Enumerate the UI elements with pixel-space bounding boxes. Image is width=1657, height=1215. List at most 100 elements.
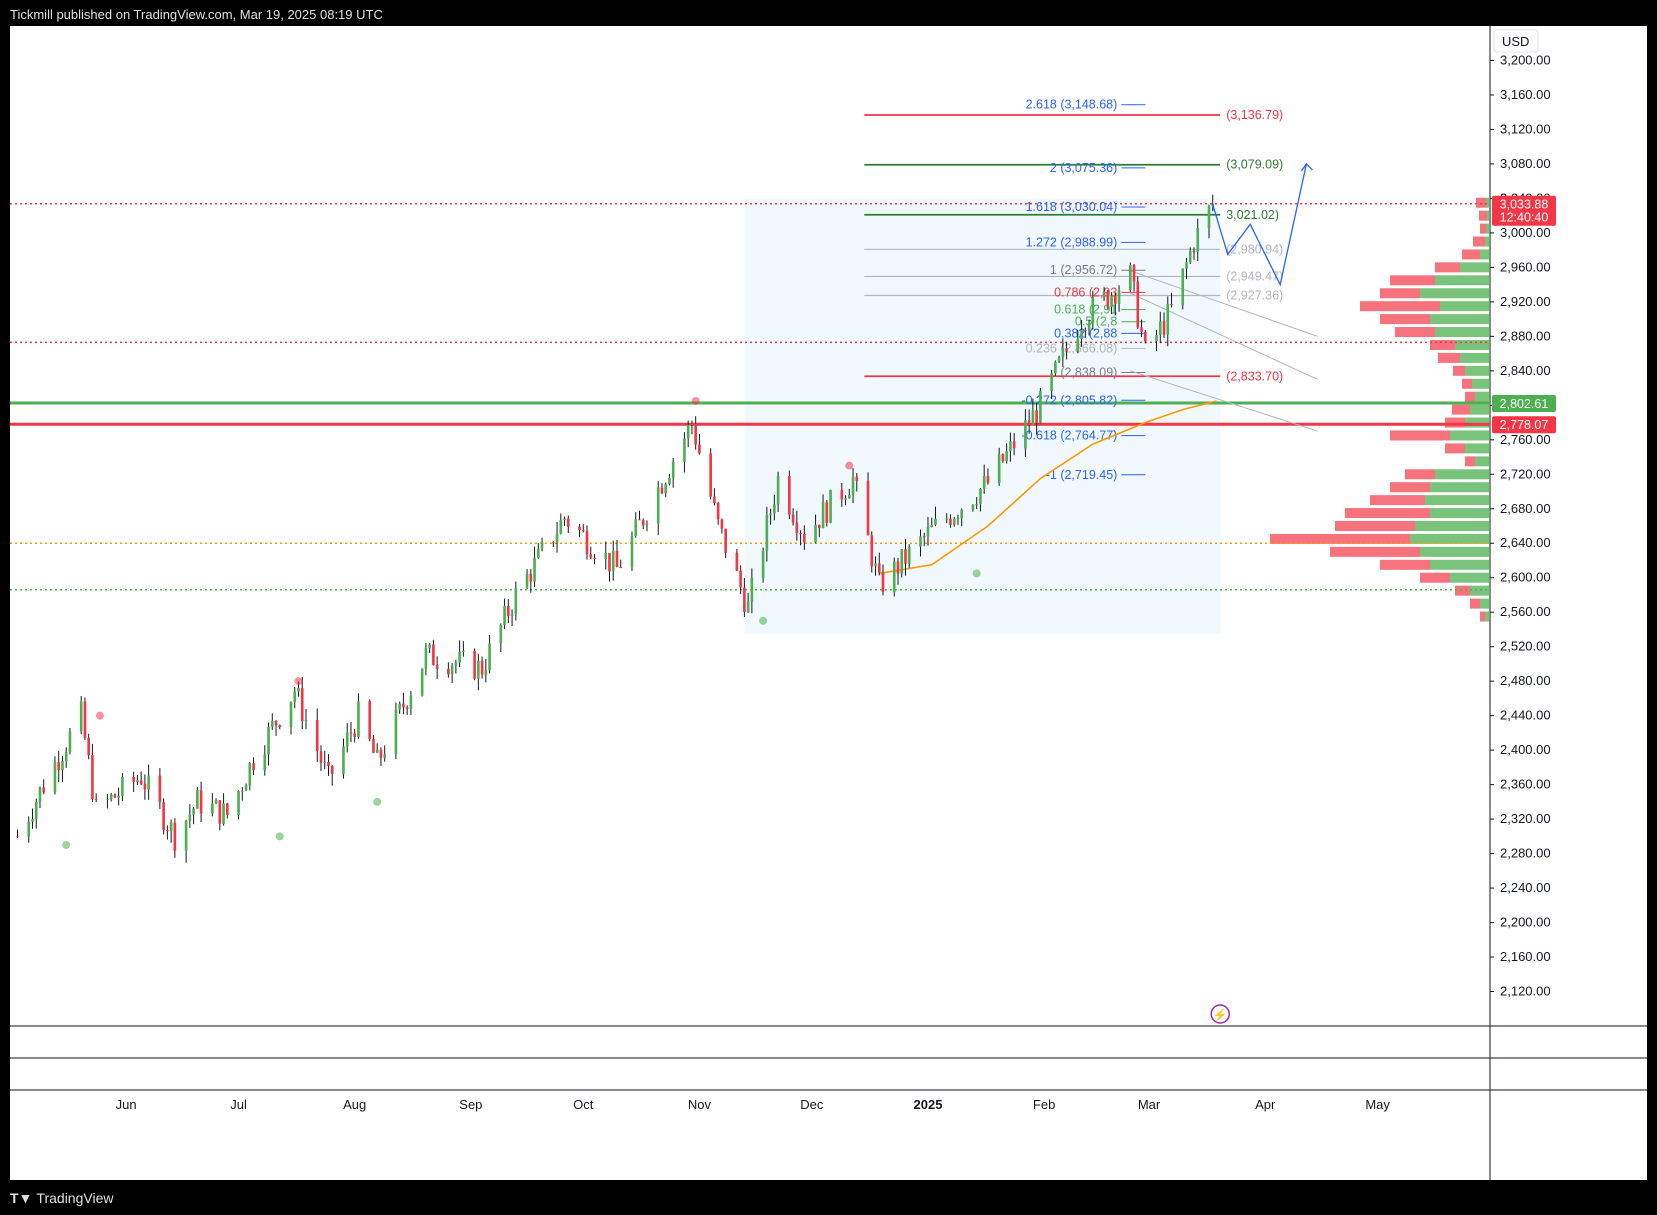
price-tag-label: 2,802.61 — [1500, 397, 1549, 411]
price-tick-label: 2,880.00 — [1500, 328, 1551, 343]
candle-body — [735, 552, 739, 571]
candle-body — [319, 751, 323, 763]
candle-body — [1091, 297, 1095, 324]
volume-bar-sell — [1455, 585, 1470, 596]
price-tick-label: 3,200.00 — [1500, 52, 1551, 67]
candle-body — [634, 519, 638, 536]
candle-body — [608, 553, 611, 572]
price-tick-label: 2,680.00 — [1500, 501, 1551, 516]
target-line-label: 3,021.02) — [1226, 208, 1279, 222]
volume-bar-buy — [1430, 508, 1490, 519]
candle-body — [263, 754, 267, 771]
price-tick-label: 2,280.00 — [1500, 846, 1551, 861]
candle-body — [323, 761, 327, 763]
candle-body — [304, 719, 308, 722]
candle-body — [1039, 391, 1042, 423]
candle-body — [1117, 290, 1121, 304]
time-tick-label: Dec — [800, 1097, 824, 1112]
time-tick-label: Oct — [573, 1097, 594, 1112]
candle-body — [435, 665, 439, 669]
price-axis: USD 2,120.00 2,160.00 2,200.00 2,240.00 2,280… — [1490, 29, 1551, 999]
price-tag-label: 2,778.07 — [1500, 418, 1549, 432]
pivot-marker — [62, 840, 71, 849]
candle-body — [709, 453, 712, 497]
volume-bar-sell — [1445, 417, 1465, 428]
volume-bar-buy — [1480, 249, 1490, 260]
candle-body — [851, 476, 855, 495]
candle-body — [330, 765, 334, 774]
candle-body — [844, 498, 847, 500]
candle-body — [690, 423, 694, 425]
candle-body — [949, 518, 952, 525]
candle-body — [997, 454, 1001, 483]
volume-bar-buy — [1410, 533, 1490, 544]
candle-body — [874, 563, 877, 567]
candle-body — [398, 703, 401, 710]
candle-body — [64, 752, 68, 762]
volume-bar-sell — [1476, 197, 1486, 208]
candle-body — [38, 787, 42, 803]
candle-body — [83, 701, 87, 738]
candle-body — [713, 496, 716, 504]
volume-bar-buy — [1435, 469, 1490, 480]
volume-bar-sell — [1370, 495, 1425, 506]
candle-body — [1065, 348, 1068, 352]
candle-body — [211, 803, 214, 814]
candle-body — [1087, 323, 1091, 331]
candle-body — [1166, 304, 1170, 335]
candle-body — [585, 531, 589, 555]
candle-body — [1158, 321, 1162, 335]
candle-body — [799, 533, 802, 535]
pivot-marker — [845, 461, 854, 470]
candle-body — [173, 822, 177, 851]
volume-bar-buy — [1435, 275, 1490, 286]
volume-bar-buy — [1485, 611, 1490, 622]
candle-body — [94, 799, 98, 801]
price-tick-label: 3,080.00 — [1500, 156, 1551, 171]
candle-body — [61, 761, 64, 771]
candle-body — [462, 650, 465, 652]
candle-body — [237, 791, 240, 815]
candle-body — [473, 650, 476, 679]
candle-body — [117, 795, 120, 798]
chart-frame — [10, 26, 1647, 1180]
volume-bar-sell — [1335, 521, 1415, 531]
candle-body — [716, 503, 720, 520]
volume-bar-buy — [1485, 236, 1490, 247]
candle-body — [379, 749, 383, 759]
fib-level-label: 1.618 (3,030.04) — [1026, 200, 1118, 214]
volume-bar-sell — [1380, 288, 1420, 299]
volume-bar-sell — [1462, 249, 1480, 260]
price-tick-label: 2,360.00 — [1500, 777, 1551, 792]
volume-bar-buy — [1486, 223, 1490, 234]
candle-body — [979, 488, 982, 505]
price-tick-label: 2,840.00 — [1500, 363, 1551, 378]
pivot-marker — [95, 711, 104, 720]
candle-body — [791, 514, 795, 523]
candle-body — [750, 578, 754, 603]
candle-body — [349, 732, 353, 734]
candle-body — [660, 487, 664, 494]
candle-body — [132, 777, 135, 782]
candle-body — [743, 587, 746, 612]
volume-bar-buy — [1450, 430, 1490, 441]
candle-body — [432, 644, 435, 666]
candle-body — [503, 605, 506, 626]
price-tick-label: 2,720.00 — [1500, 466, 1551, 481]
candle-body — [315, 719, 319, 752]
time-tick-label: Apr — [1255, 1097, 1276, 1112]
candle-body — [450, 665, 454, 675]
candle-body — [563, 518, 566, 520]
candle-body — [1084, 329, 1087, 331]
candle-body — [199, 790, 203, 814]
fib-level-label: -0.618 (2,764.77) — [1021, 429, 1117, 443]
candle-body — [975, 504, 978, 506]
candle-body — [510, 614, 514, 617]
candle-body — [982, 476, 986, 489]
volume-bar-sell — [1380, 314, 1430, 325]
candle-body — [769, 513, 772, 516]
candle-body — [930, 524, 934, 527]
candle-body — [1136, 281, 1140, 328]
candle-body — [402, 703, 405, 708]
